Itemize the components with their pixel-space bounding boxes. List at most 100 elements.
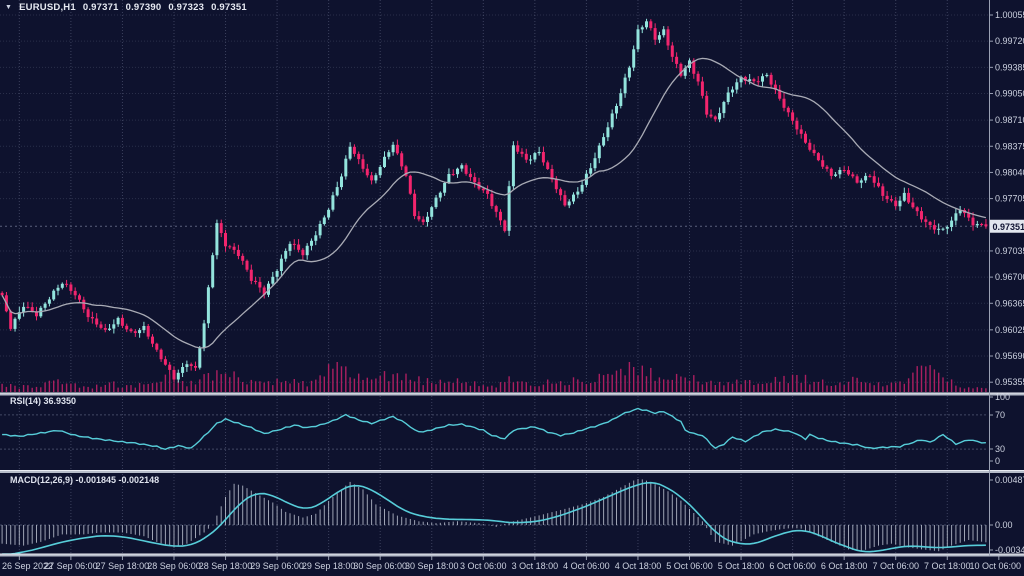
bull-candle: [138, 330, 142, 334]
bull-candle: [443, 183, 447, 193]
bear-candle: [984, 224, 988, 227]
volume-bar: [267, 381, 270, 392]
volume-bar: [499, 382, 502, 392]
bear-candle: [228, 246, 232, 248]
time-axis-label: 7 Oct 06:00: [872, 561, 919, 571]
price-axis-label: 0.96025: [995, 325, 1024, 335]
volume-bar: [456, 378, 459, 392]
bear-candle: [675, 56, 679, 64]
time-axis-label: 6 Oct 06:00: [769, 561, 816, 571]
bull-candle: [739, 76, 743, 83]
bear-candle: [464, 165, 468, 174]
volume-bar: [718, 381, 721, 392]
volume-bar: [280, 382, 283, 392]
bear-candle: [786, 107, 790, 113]
current-price-tag: [990, 219, 1024, 233]
volume-bar: [177, 380, 179, 392]
time-axis-label: 3 Oct 06:00: [460, 561, 507, 571]
bear-candle: [851, 174, 855, 177]
rsi-axis-label: 0: [995, 456, 1000, 466]
volume-bar: [173, 382, 175, 392]
volume-bar: [882, 386, 884, 392]
bear-candle: [395, 144, 399, 154]
volume-bar: [602, 375, 605, 392]
volume-bar: [113, 381, 115, 392]
volume-bar: [534, 386, 536, 392]
panel-separator[interactable]: [0, 470, 1024, 473]
volume-bar: [787, 383, 789, 392]
volume-bar: [736, 379, 738, 392]
volume-bar: [212, 380, 214, 392]
volume-bar: [452, 382, 454, 392]
volume-bar: [413, 381, 416, 392]
bear-candle: [357, 153, 361, 160]
volume-bar: [254, 381, 257, 392]
bull-candle: [610, 113, 614, 128]
bull-candle: [748, 79, 752, 81]
volume-bar: [10, 384, 12, 392]
rsi-axis-label: 30: [995, 444, 1005, 454]
price-axis-label: 0.97035: [995, 246, 1024, 256]
panel-separator[interactable]: [0, 392, 1024, 396]
panel-separator[interactable]: [0, 553, 1024, 557]
bull-candle: [47, 299, 51, 304]
bull-candle: [335, 187, 339, 196]
bull-candle: [430, 207, 434, 217]
bear-candle: [980, 224, 984, 225]
symbol-dropdown-icon[interactable]: ▼: [5, 4, 13, 11]
bear-candle: [95, 318, 99, 325]
bear-candle: [907, 192, 911, 203]
bull-candle: [215, 223, 219, 256]
volume-bar: [710, 380, 712, 392]
bull-candle: [606, 127, 610, 138]
volume-bar: [564, 385, 566, 392]
bear-candle: [421, 219, 425, 223]
volume-bar: [547, 379, 549, 392]
volume-bar: [860, 382, 862, 392]
bull-candle: [271, 276, 275, 284]
bear-candle: [194, 366, 197, 368]
volume-bar: [327, 364, 330, 392]
volume-bar: [890, 382, 893, 392]
volume-bar: [852, 376, 854, 392]
bull-candle: [176, 372, 180, 380]
bear-candle: [224, 233, 227, 247]
bear-candle: [541, 152, 545, 163]
volume-bar: [156, 382, 158, 392]
volume-bar: [873, 385, 875, 392]
symbol-timeframe-label[interactable]: EURUSD,H1: [19, 2, 76, 13]
volume-bar: [147, 383, 149, 392]
bull-candle: [576, 191, 580, 195]
bull-candle: [632, 49, 636, 68]
bull-candle: [864, 175, 868, 181]
bull-candle: [593, 158, 597, 169]
bear-candle: [99, 324, 103, 328]
price-axis-label: 1.00055: [995, 10, 1024, 20]
macd-indicator-label[interactable]: MACD(12,26,9) -0.001845 -0.002148: [10, 475, 160, 485]
rsi-indicator-label[interactable]: RSI(14) 36.9350: [10, 396, 77, 406]
time-axis-label: 5 Oct 18:00: [718, 561, 765, 571]
volume-bar: [899, 381, 901, 392]
bear-candle: [825, 166, 829, 169]
volume-bar: [959, 387, 961, 392]
bull-candle: [116, 317, 120, 325]
bull-candle: [597, 145, 601, 159]
bear-candle: [468, 173, 472, 178]
volume-bar: [628, 362, 631, 392]
volume-bar: [233, 371, 235, 392]
volume-bar: [396, 373, 399, 392]
volume-bar: [78, 387, 81, 392]
volume-bar: [289, 383, 291, 392]
volume-bar: [834, 385, 837, 392]
volume-bar: [933, 369, 936, 392]
volume-bar: [138, 382, 141, 392]
volume-bar: [770, 382, 772, 392]
volume-bar: [620, 368, 622, 392]
time-axis-label: 3 Oct 18:00: [512, 561, 559, 571]
bear-candle: [125, 325, 129, 330]
bear-candle: [168, 364, 172, 370]
volume-bar: [886, 385, 888, 392]
bull-candle: [181, 367, 185, 373]
